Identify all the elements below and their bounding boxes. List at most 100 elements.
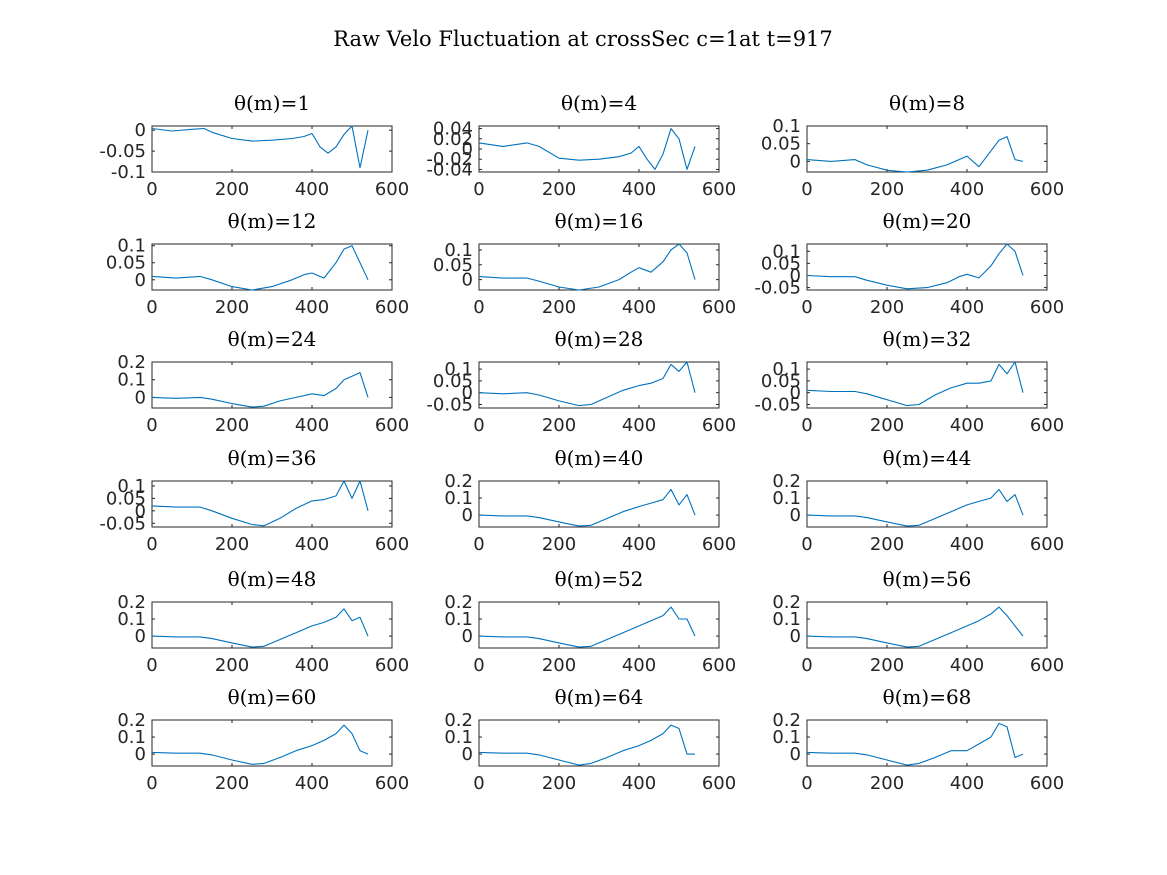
- x-tick-label: 0: [473, 415, 484, 436]
- y-tick-label: 0.05: [761, 371, 801, 392]
- subplot-title: θ(m)=12: [228, 209, 317, 233]
- axes-box: [478, 361, 720, 409]
- x-tick-label: 400: [622, 297, 656, 318]
- series-line: [806, 243, 1024, 290]
- x-tick-label: 0: [146, 655, 157, 676]
- y-tick-label: 0: [462, 505, 473, 526]
- x-tick-label: 200: [542, 534, 576, 555]
- series-line: [478, 243, 696, 291]
- x-tick-label: 200: [542, 773, 576, 794]
- subplot-title: θ(m)=4: [561, 91, 637, 115]
- x-tick-label: 600: [702, 534, 736, 555]
- y-tick-label: 0.1: [772, 609, 801, 630]
- x-tick-label: 600: [702, 773, 736, 794]
- y-tick-label: 0.1: [117, 370, 146, 391]
- x-tick-label: 200: [870, 297, 904, 318]
- axes-box: [806, 601, 1048, 649]
- x-tick-label: 200: [215, 655, 249, 676]
- series-line: [478, 606, 696, 648]
- series-line: [806, 606, 1024, 648]
- y-tick-label: 0.2: [444, 471, 473, 492]
- x-tick-label: 0: [801, 655, 812, 676]
- subplot-title: θ(m)=40: [555, 446, 644, 470]
- axes-box: [478, 125, 720, 173]
- series-line: [478, 488, 696, 527]
- subplot-title: θ(m)=52: [555, 567, 644, 591]
- y-tick-label: -0.05: [99, 141, 146, 162]
- y-tick-label: 0: [462, 383, 473, 404]
- y-tick-label: 0: [135, 120, 146, 141]
- axes-box: [478, 480, 720, 528]
- x-tick-label: 600: [1030, 179, 1064, 200]
- x-tick-label: 400: [295, 655, 329, 676]
- x-tick-label: 0: [473, 655, 484, 676]
- series-line: [806, 136, 1024, 173]
- y-tick-label: 0: [790, 265, 801, 286]
- y-tick-label: -0.02: [426, 149, 473, 170]
- x-tick-label: 600: [1030, 655, 1064, 676]
- y-tick-label: -0.05: [99, 513, 146, 534]
- x-tick-label: 400: [295, 773, 329, 794]
- x-tick-label: 600: [1030, 773, 1064, 794]
- x-tick-label: 400: [950, 534, 984, 555]
- y-tick-label: -0.05: [754, 278, 801, 299]
- axes-box: [151, 125, 393, 173]
- x-tick-label: 0: [146, 297, 157, 318]
- x-tick-label: 600: [1030, 534, 1064, 555]
- axes-box: [151, 480, 393, 528]
- x-tick-label: 400: [950, 655, 984, 676]
- x-tick-label: 200: [542, 297, 576, 318]
- x-tick-label: 0: [801, 179, 812, 200]
- x-tick-label: 0: [801, 773, 812, 794]
- x-tick-label: 200: [870, 655, 904, 676]
- axes-box: [806, 243, 1048, 291]
- axes-box: [478, 719, 720, 767]
- y-tick-label: 0.1: [444, 488, 473, 509]
- axes-box: [151, 719, 393, 767]
- x-tick-label: 200: [215, 534, 249, 555]
- x-tick-label: 200: [215, 773, 249, 794]
- x-tick-label: 600: [1030, 297, 1064, 318]
- y-tick-label: 0.05: [106, 253, 146, 274]
- y-tick-label: 0.1: [117, 609, 146, 630]
- x-tick-label: 0: [801, 297, 812, 318]
- y-tick-label: 0: [790, 744, 801, 765]
- y-tick-label: 0.1: [772, 241, 801, 262]
- series-line: [151, 480, 369, 527]
- y-tick-label: 0: [462, 744, 473, 765]
- subplot-panel: θ(m)=16 0 200 400 600 00.050.1: [433, 209, 736, 318]
- subplot-title: θ(m)=28: [555, 327, 644, 351]
- x-tick-label: 0: [146, 534, 157, 555]
- axes-box: [806, 125, 1048, 173]
- x-tick-label: 0: [146, 179, 157, 200]
- y-tick-label: 0.1: [444, 240, 473, 261]
- y-tick-label: 0.2: [772, 592, 801, 613]
- x-tick-label: 600: [702, 655, 736, 676]
- subplot-title: θ(m)=1: [234, 91, 310, 115]
- x-tick-label: 600: [1030, 415, 1064, 436]
- series-line: [151, 245, 369, 291]
- figure-title: Raw Velo Fluctuation at crossSec c=1at t…: [333, 27, 833, 51]
- x-tick-label: 600: [702, 297, 736, 318]
- x-tick-label: 0: [801, 415, 812, 436]
- x-tick-label: 200: [542, 655, 576, 676]
- y-tick-label: 0: [462, 270, 473, 291]
- subplot-title: θ(m)=16: [555, 209, 644, 233]
- x-tick-label: 200: [870, 415, 904, 436]
- x-tick-label: 200: [542, 179, 576, 200]
- x-tick-label: 200: [215, 297, 249, 318]
- axes-box: [151, 243, 393, 291]
- series-line: [151, 125, 369, 169]
- subplot-panel: θ(m)=1 0 200 400 600 -0.1-0.050: [99, 91, 409, 200]
- y-tick-label: -0.05: [754, 394, 801, 415]
